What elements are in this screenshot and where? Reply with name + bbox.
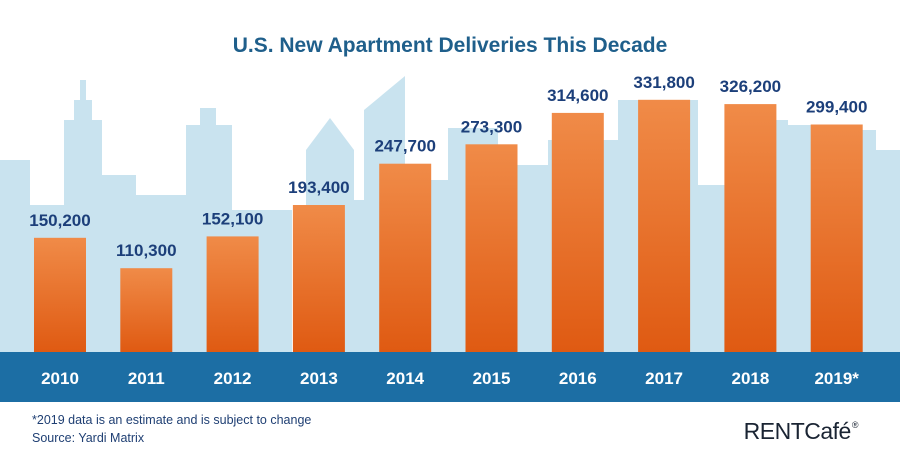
x-tick-2016: 2016 (559, 369, 597, 388)
bar-2015 (465, 144, 518, 352)
value-label-2017: 331,800 (633, 73, 694, 92)
bar-2016 (551, 112, 604, 353)
rentcafe-logo: RENTCafé® (743, 418, 859, 445)
bar-2013 (292, 205, 345, 352)
x-axis-tick-labels: 2010 2011 2012 2013 2014 2015 2016 2017 2018 2019… (41, 369, 859, 388)
footnote: *2019 data is an estimate and is subject… (32, 413, 312, 427)
value-label-2019: 299,400 (806, 98, 867, 117)
x-tick-2017: 2017 (645, 369, 683, 388)
x-tick-2013: 2013 (300, 369, 338, 388)
x-tick-2012: 2012 (214, 369, 252, 388)
value-label-2016: 314,600 (547, 86, 608, 105)
bar-2012 (206, 236, 259, 352)
bar-2014 (379, 163, 432, 352)
value-label-2018: 326,200 (720, 77, 781, 96)
x-tick-2010: 2010 (41, 369, 79, 388)
x-tick-2014: 2014 (386, 369, 424, 388)
x-tick-2015: 2015 (473, 369, 511, 388)
source-note: Source: Yardi Matrix (32, 431, 145, 445)
bar-2019 (810, 124, 863, 352)
brand-name: RENTCafé (743, 418, 852, 444)
value-label-2015: 273,300 (461, 117, 522, 136)
chart-title: U.S. New Apartment Deliveries This Decad… (233, 34, 668, 57)
bars (34, 99, 863, 353)
bar-2011 (120, 268, 173, 352)
value-label-2012: 152,100 (202, 209, 263, 228)
bar-2010 (34, 237, 86, 352)
x-tick-2011: 2011 (128, 369, 165, 388)
bar-2018 (724, 104, 777, 352)
x-tick-2018: 2018 (731, 369, 769, 388)
value-label-2010: 150,200 (29, 211, 90, 230)
bar-2017 (638, 99, 691, 352)
value-labels: 150,200 110,300 152,100 193,400 247,700 273,3… (29, 73, 867, 260)
x-tick-2019: 2019* (814, 369, 859, 388)
value-label-2014: 247,700 (374, 137, 435, 156)
value-label-2011: 110,300 (116, 241, 177, 260)
value-label-2013: 193,400 (288, 178, 349, 197)
registered-mark: ® (851, 420, 859, 430)
x-axis-band (0, 352, 900, 402)
